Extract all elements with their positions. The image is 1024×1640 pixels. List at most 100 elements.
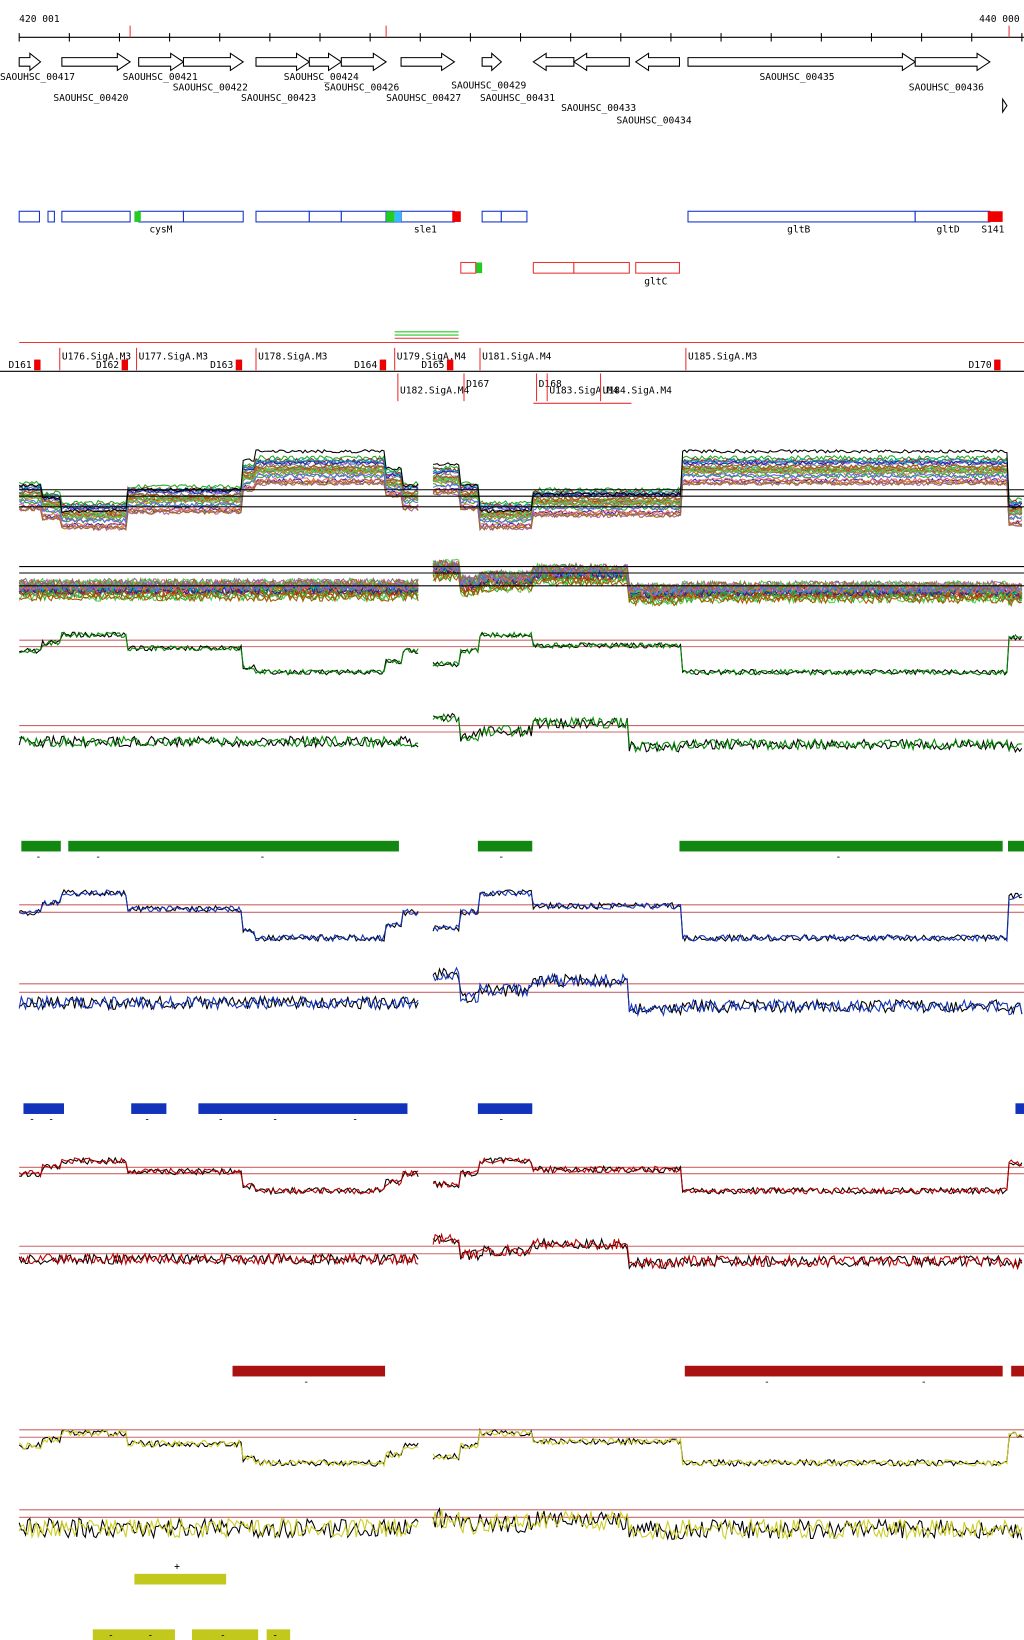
gene-arrow [532,52,575,72]
annotation-label: sle1 [414,224,437,235]
trace [19,1156,1023,1196]
annotation-box [532,261,575,274]
trace [18,1157,1023,1196]
region-bar [192,1629,259,1640]
strand-mark: - [95,852,101,863]
strand-mark: + [174,1561,180,1572]
promoter-label: D165 [421,360,444,371]
annotation-flag [452,211,461,222]
gene-arrow [138,52,185,72]
trace [19,888,1022,943]
strand-mark: - [272,1631,278,1640]
annotation-box [308,210,342,223]
gene-arrow [481,52,503,72]
gene-label: SAOUHSC_00434 [617,116,692,127]
gene-arrow [308,52,343,72]
gene-arrow [18,52,42,72]
region-bar [477,1103,533,1114]
promoter-label: D170 [969,360,992,371]
trace [18,712,1023,754]
trace [18,966,1023,1018]
annotation-label: gltB [787,224,810,235]
region-bar [131,1103,167,1114]
gene-arrow [255,52,311,72]
gene-arrow [914,52,991,72]
gene-arrow [572,52,630,72]
promoter-label: U178.SigA.M3 [258,351,328,362]
region-bar [92,1629,175,1640]
promoter-box [446,359,454,371]
trace [19,967,1023,1017]
strand-mark: - [36,852,42,863]
trace [18,1429,1022,1468]
gene-arrow [340,52,388,72]
promoter-label: D164 [354,360,377,371]
gene-arrow [400,52,456,72]
strand-mark: - [260,852,266,863]
annotation-label: S141 [981,224,1004,235]
region-bar [1011,1365,1024,1377]
gene-arrow [61,52,132,72]
trace [18,480,1023,532]
strand-mark: - [272,1114,278,1125]
trace [18,1509,1023,1541]
promoter-label: U185.SigA.M3 [688,351,758,362]
trace [18,1232,1023,1271]
ruler-end: 440 000 [979,14,1020,25]
promoter-box [235,359,243,371]
annotation-box [500,210,528,223]
strand-mark: - [764,1377,770,1388]
region-bar [477,840,533,852]
strand-mark: - [148,1631,154,1640]
promoter-label: D163 [210,360,233,371]
annotation-label: gltD [937,224,960,235]
annotation-box [61,210,131,223]
promoter-label: U184.SigA.M4 [603,386,673,397]
annotation-flag [475,262,483,274]
promoter-box [379,359,387,371]
trace [19,631,1022,676]
promoter-label: U182.SigA.M4 [400,386,470,397]
region-bar [68,840,399,852]
promoter-box [121,359,128,371]
annotation-box [182,210,244,223]
annotation-label: gltC [644,277,667,288]
trace [19,631,1023,676]
annotation-label: cysM [149,224,172,235]
annotation-box [18,210,40,223]
strand-mark: - [498,1114,504,1125]
promoter-box [994,359,1001,371]
gene-label: SAOUHSC_00424 [284,72,359,83]
strand-mark: - [220,1631,226,1640]
annotation-box [400,210,455,223]
promoter-label: U176.SigA.M3 [62,351,132,362]
gene-label: SAOUHSC_00422 [173,82,248,93]
promoter-label: D161 [9,360,32,371]
gene-arrow [687,52,917,72]
gene-arrow [182,52,245,72]
annotation-flag [386,211,395,222]
gene-label: SAOUHSC_00429 [451,80,526,91]
region-bar [1015,1103,1024,1114]
annotation-box [340,210,387,223]
trace [18,472,1023,525]
strand-mark: - [108,1631,114,1640]
annotation-box [914,210,991,223]
gene-arrow [1002,97,1008,114]
region-bar [684,1365,1003,1377]
strand-mark: - [921,1377,927,1388]
strand-mark: - [352,1114,358,1125]
annotation-box [138,210,184,223]
strand-mark: - [218,1114,224,1125]
gene-label: SAOUHSC_00421 [123,72,198,83]
region-bar [679,840,1003,852]
gene-label: SAOUHSC_00436 [909,82,984,93]
strand-mark: - [303,1377,309,1388]
annotation-box [481,210,502,223]
gene-label: SAOUHSC_00426 [324,82,399,93]
strand-mark: - [29,1114,35,1125]
annotation-box [460,261,477,274]
strand-mark: - [498,852,504,863]
region-bar [198,1103,408,1114]
annotation-flag [134,211,141,222]
